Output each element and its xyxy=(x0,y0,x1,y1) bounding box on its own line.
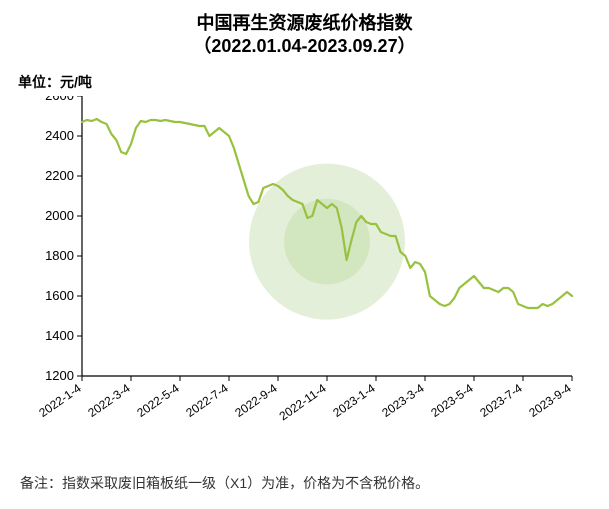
x-tick-label: 2022-5-4 xyxy=(134,381,182,420)
x-tick-label: 2023-7-4 xyxy=(477,381,525,420)
title-line-2: （2022.01.04-2023.09.27） xyxy=(0,35,609,58)
chart-container: 中国再生资源废纸价格指数 （2022.01.04-2023.09.27） 单位：… xyxy=(0,0,609,509)
y-tick-label: 1600 xyxy=(45,288,74,303)
x-tick-label: 2023-5-4 xyxy=(428,381,476,420)
x-tick-label: 2022-3-4 xyxy=(85,381,133,420)
x-tick-label: 2023-9-4 xyxy=(526,381,574,420)
x-tick-label: 2022-7-4 xyxy=(183,381,231,420)
watermark-inner xyxy=(284,199,370,285)
x-tick-label: 2022-1-4 xyxy=(36,381,84,420)
x-tick-label: 2023-1-4 xyxy=(330,381,378,420)
x-tick-label: 2022-9-4 xyxy=(232,381,280,420)
y-tick-label: 2600 xyxy=(45,96,74,103)
x-tick-label: 2022-11-4 xyxy=(277,381,329,424)
y-tick-label: 1800 xyxy=(45,248,74,263)
footnote: 备注：指数采取废旧箱板纸一级（X1）为准，价格为不含税价格。 xyxy=(20,473,429,493)
y-tick-label: 2400 xyxy=(45,128,74,143)
y-tick-label: 2200 xyxy=(45,168,74,183)
y-tick-label: 2000 xyxy=(45,208,74,223)
unit-label: 单位：元/吨 xyxy=(18,72,92,92)
line-chart: 1200 1400 1600 1800 2000 2200 2400 2600 2022-1-4… xyxy=(32,96,592,486)
chart-title: 中国再生资源废纸价格指数 （2022.01.04-2023.09.27） xyxy=(0,0,609,59)
y-tick-label: 1200 xyxy=(45,368,74,383)
x-tick-label: 2023-3-4 xyxy=(379,381,427,420)
title-line-1: 中国再生资源废纸价格指数 xyxy=(0,12,609,35)
y-tick-label: 1400 xyxy=(45,328,74,343)
